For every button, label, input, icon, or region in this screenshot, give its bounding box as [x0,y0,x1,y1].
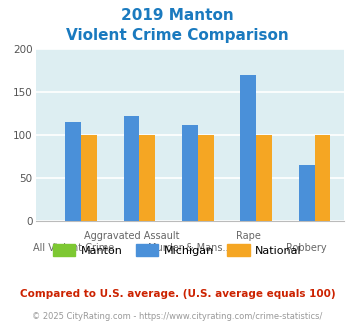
Text: Murder & Mans...: Murder & Mans... [148,244,232,253]
Text: Rape: Rape [236,231,261,242]
Text: Aggravated Assault: Aggravated Assault [84,231,179,242]
Bar [315,135,330,221]
Text: Compared to U.S. average. (U.S. average equals 100): Compared to U.S. average. (U.S. average … [20,289,335,299]
Text: Robbery: Robbery [286,244,327,253]
Text: 2019 Manton: 2019 Manton [121,8,234,23]
Bar [256,135,272,221]
Text: All Violent Crime: All Violent Crime [33,244,114,253]
Bar [240,75,256,221]
Bar [198,135,214,221]
Text: © 2025 CityRating.com - https://www.cityrating.com/crime-statistics/: © 2025 CityRating.com - https://www.city… [32,312,323,321]
Bar [65,121,81,221]
Bar [81,135,97,221]
Text: Violent Crime Comparison: Violent Crime Comparison [66,28,289,43]
Bar [140,135,155,221]
Bar [182,125,198,221]
Bar [299,165,315,221]
Legend: Manton, Michigan, National: Manton, Michigan, National [49,240,306,260]
Bar [124,115,140,221]
